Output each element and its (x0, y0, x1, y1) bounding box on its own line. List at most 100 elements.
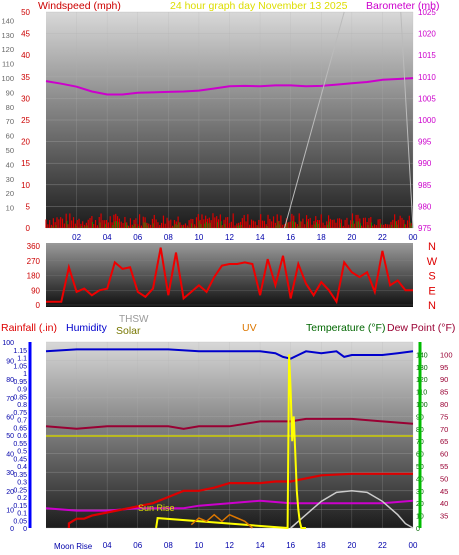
humidity-tick: 100 (2, 340, 14, 347)
solar-label: Solar (116, 325, 141, 337)
thsw-line (290, 489, 414, 529)
windspeed-secondary-tick: 130 (1, 31, 14, 40)
rainfall-tick: 0.2 (17, 495, 27, 502)
temperature-line (45, 417, 414, 430)
rainfall-axis: 00.050.10.150.20.250.30.350.40.450.50.55… (13, 348, 27, 533)
top-x-tick: 18 (317, 233, 326, 242)
barometer-label: Barometer (mb) (366, 0, 440, 12)
rainfall-tick: 1 (23, 371, 27, 378)
temperature-tick: 65 (440, 437, 448, 446)
chart-title: 24 hour graph day November 13 2025 (170, 0, 348, 12)
direction-tick: 90 (31, 286, 40, 295)
rainfall-tick: 0.1 (17, 511, 27, 518)
rainfall-tick: 0.25 (13, 487, 27, 494)
bottom-series (45, 348, 414, 530)
rainfall-tick: 0.45 (13, 456, 27, 463)
top-x-tick: 14 (256, 233, 265, 242)
top-x-tick: 04 (103, 233, 112, 242)
dewpoint-label: Dew Point (°F) (387, 322, 455, 334)
bottom-x-tick: 22 (378, 541, 387, 550)
windspeed-secondary-tick: 110 (2, 60, 14, 69)
rainfall-tick: 0.85 (13, 394, 27, 401)
direction-plot-background (46, 243, 413, 307)
windspeed-tick: 30 (21, 94, 30, 103)
humidity-tick: 20 (6, 489, 14, 496)
temperature-tick: 45 (440, 487, 448, 496)
temperature-axis: 35 40 45 50 55 60 65 70 75 80 85 90 95 100 (440, 350, 453, 520)
temperature-tick: 95 (440, 363, 448, 372)
temperature-tick: 50 (440, 474, 448, 483)
windspeed-label: Windspeed (mph) (38, 0, 121, 12)
bottom-x-tick: 14 (256, 541, 265, 550)
barometer-peak-marker (284, 11, 414, 229)
barometer-tick: 985 (418, 181, 432, 190)
thsw-label: THSW (119, 314, 149, 325)
windspeed-secondary-tick: 140 (1, 16, 14, 25)
windspeed-secondary-tick: 70 (6, 117, 14, 126)
rainfall-tick: 0.7 (17, 418, 27, 425)
direction-tick: 0 (36, 301, 41, 310)
solar-line (155, 354, 306, 530)
rainfall-tick: 0.65 (13, 425, 27, 432)
windspeed-tick: 40 (21, 51, 30, 60)
rainfall-tick: 0 (23, 526, 27, 533)
windspeed-secondary-tick: 60 (6, 132, 14, 141)
temperature-tick: 75 (440, 412, 448, 421)
bottom-x-axis: 04 06 08 10 12 14 16 18 20 22 00 (103, 541, 418, 550)
windspeed-tick: 20 (21, 138, 30, 147)
uv-label: UV (242, 322, 257, 334)
top-gridlines (46, 11, 414, 229)
barometer-tick: 1000 (418, 116, 436, 125)
rainfall-tick: 0.35 (13, 472, 27, 479)
top-x-tick: 00 (409, 233, 418, 242)
windspeed-tick: 15 (21, 159, 30, 168)
humidity-tick: 60 (6, 414, 14, 421)
humidity-tick: 10 (6, 507, 14, 514)
uv-line (190, 513, 253, 529)
rainfall-tick: 0.15 (13, 503, 27, 510)
rainfall-tick: 0.55 (13, 441, 27, 448)
top-x-tick: 06 (133, 233, 142, 242)
humidity-tick: 90 (6, 359, 14, 366)
barometer-line (45, 77, 414, 96)
barometer-tick: 995 (418, 138, 432, 147)
windspeed-secondary-tick: 30 (6, 175, 14, 184)
rainfall-tick: 1.15 (13, 348, 27, 355)
barometer-tick: 1020 (418, 30, 436, 39)
bottom-x-tick: 00 (409, 541, 418, 550)
barometer-tick: 1025 (418, 8, 436, 17)
humidity-tick: 0 (10, 526, 14, 533)
direction-axis: 0 90 180 270 360 (27, 242, 41, 310)
barometer-tick: 990 (418, 159, 432, 168)
humidity-tick: 80 (6, 377, 14, 384)
humidity-line (45, 348, 414, 360)
top-x-tick: 22 (378, 233, 387, 242)
direction-gridlines (46, 245, 413, 306)
solar-tick: 0 (416, 526, 420, 533)
rainfall-tick: 0.95 (13, 379, 27, 386)
windspeed-secondary-tick: 80 (6, 103, 14, 112)
compass-label: S (428, 271, 435, 283)
bottom-x-tick: 04 (103, 541, 112, 550)
windspeed-tick: 10 (21, 181, 30, 190)
windspeed-secondary-tick: 20 (6, 189, 14, 198)
rainfall-tick: 0.8 (17, 402, 27, 409)
bottom-x-tick: 20 (347, 541, 356, 550)
temperature-tick: 80 (440, 400, 448, 409)
windspeed-secondary-tick: 120 (1, 45, 14, 54)
top-x-tick: 10 (194, 233, 203, 242)
temperature-tick: 70 (440, 425, 448, 434)
bottom-x-tick: 10 (194, 541, 203, 550)
windspeed-secondary-tick: 100 (1, 74, 14, 83)
windspeed-tick: 35 (21, 73, 30, 82)
windspeed-secondary-tick: 50 (6, 146, 14, 155)
rainfall-tick: 0.9 (17, 387, 27, 394)
barometer-axis: 975 980 985 990 995 1000 1005 1010 1015 1020 1025 (418, 8, 436, 233)
barometer-tick: 1005 (418, 94, 436, 103)
bottom-x-tick: 06 (133, 541, 142, 550)
rainfall-tick: 0.6 (17, 433, 27, 440)
direction-tick: 180 (27, 272, 41, 281)
solar-tick: 140 (416, 352, 428, 359)
